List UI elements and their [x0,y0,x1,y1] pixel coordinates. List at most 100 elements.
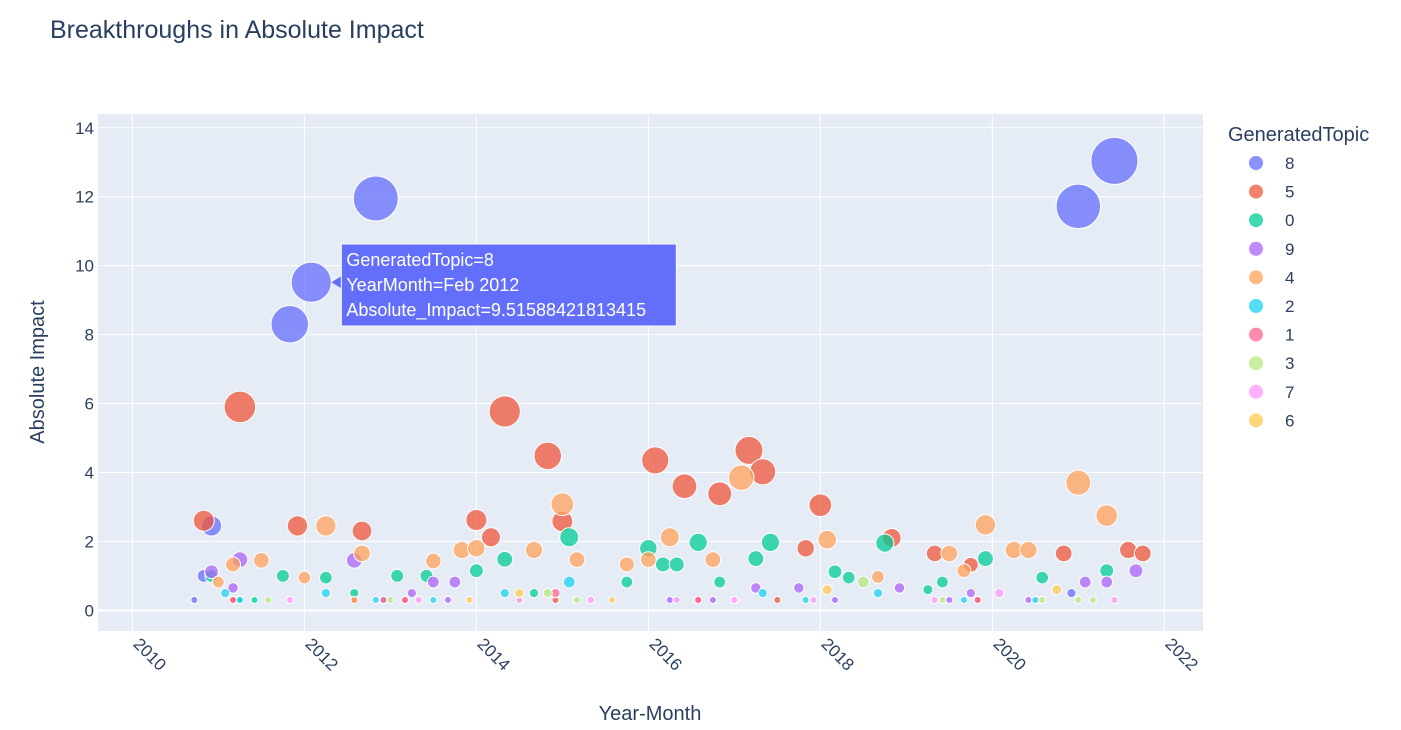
data-point-topic-5 [351,520,373,542]
data-point-topic-7 [672,595,681,605]
data-point-topic-4 [524,540,544,560]
data-point-topic-2 [499,587,510,599]
data-point-topic-0 [1099,563,1115,579]
data-point-topic-5 [707,481,733,507]
data-point-topic-1 [694,595,703,605]
data-point-topic-0 [713,575,727,589]
data-point-topic-9 [793,582,805,594]
data-point-topic-1 [973,595,982,605]
data-point-topic-4 [618,556,635,573]
x-tick-label: 2018 [818,634,858,674]
y-tick-label: 10 [75,257,94,276]
data-point-topic-9 [965,587,976,599]
data-point-topic-8 [190,595,199,605]
legend-label-topic-7: 7 [1285,383,1294,402]
data-point-topic-0 [528,587,540,599]
data-point-topic-2 [757,587,768,599]
y-tick-label: 0 [85,601,94,620]
data-point-topic-7 [730,595,739,605]
data-point-topic-1 [379,595,388,605]
data-point-topic-4 [568,551,586,569]
legend-marker-topic-3 [1249,356,1263,371]
data-point-topic-5 [286,515,309,537]
data-point-topic-1 [400,595,410,605]
data-point-topic-7 [414,595,423,605]
x-tick-label: 2010 [130,634,170,674]
legend-label-topic-2: 2 [1285,297,1294,316]
tooltip-box [340,243,677,327]
data-point-topic-5 [1133,544,1152,563]
y-axis-title: Absolute Impact [27,300,49,444]
data-point-topic-5 [734,435,764,465]
tooltip-line-topic: GeneratedTopic=8 [346,250,494,270]
legend-marker-topic-6 [1249,413,1263,428]
data-point-topic-5 [1054,544,1073,563]
data-point-topic-9 [830,595,840,605]
data-point-topic-4 [297,570,312,585]
data-point-topic-4 [1065,469,1092,496]
data-point-topic-7 [994,587,1005,599]
data-point-topic-3 [1074,595,1083,605]
data-point-topic-9 [665,595,674,605]
data-point-topic-5 [808,493,833,518]
data-point-topic-4 [974,514,997,536]
data-point-topic-0 [875,533,895,553]
data-point-topic-0 [936,575,949,589]
tooltip-line-impact: Absolute_Impact=9.51588421813415 [346,300,646,321]
data-point-topic-5 [773,595,782,605]
x-tick-label: 2016 [646,634,686,674]
y-tick-label: 6 [85,395,94,414]
x-tick-label: 2020 [989,634,1029,674]
data-point-topic-7 [1110,595,1119,605]
tooltip-line-yearmonth: YearMonth=Feb 2012 [346,275,519,295]
legend: 8 5 0 9 4 2 1 3 7 6 [1249,154,1294,430]
data-point-topic-9 [227,582,239,594]
data-point-topic-3 [1088,595,1097,605]
data-point-topic-2 [371,595,380,605]
data-point-topic-0 [668,556,685,573]
legend-label-topic-3: 3 [1285,354,1294,373]
y-tick-label: 4 [85,463,94,482]
data-point-topic-0 [841,570,856,585]
data-point-topic-3 [542,587,553,599]
data-point-topic-9 [204,564,219,580]
data-point-topic-4 [225,556,242,573]
data-point-topic-4 [727,464,755,491]
legend-marker-topic-8 [1249,156,1263,170]
data-point-topic-5 [671,473,698,500]
y-tick-label: 2 [85,532,94,551]
data-point-topic-4 [467,539,486,558]
data-point-topic-4 [315,515,337,537]
x-axis-title: Year-Month [599,703,702,725]
data-point-topic-2 [959,595,969,605]
data-points [190,136,1152,605]
data-point-topic-4 [871,569,885,584]
legend-label-topic-9: 9 [1285,240,1294,259]
data-point-topic-8 [352,175,399,222]
data-point-topic-5 [488,395,521,428]
data-point-topic-9 [1078,575,1092,589]
data-point-topic-0 [976,550,994,568]
data-point-topic-3 [1038,595,1047,605]
data-point-topic-0 [747,550,765,568]
data-point-topic-2 [562,575,576,589]
data-point-topic-2 [872,587,884,599]
tooltip-arrow [331,276,342,289]
data-point-topic-9 [448,575,462,589]
data-point-topic-0 [468,563,484,579]
data-point-topic-2 [1031,595,1040,605]
data-point-topic-5 [465,508,488,532]
data-point-topic-9 [708,595,717,605]
data-point-topic-7 [930,595,939,605]
y-tick-label: 14 [75,119,94,138]
data-point-topic-0 [620,575,634,589]
legend-marker-topic-7 [1249,384,1263,399]
data-point-topic-5 [1119,540,1138,560]
data-point-topic-0 [250,595,259,605]
legend-label-topic-8: 8 [1285,154,1294,173]
data-point-topic-6 [608,595,617,605]
data-point-topic-3 [572,595,582,605]
data-point-topic-5 [533,441,563,471]
data-point-topic-9 [443,595,453,605]
